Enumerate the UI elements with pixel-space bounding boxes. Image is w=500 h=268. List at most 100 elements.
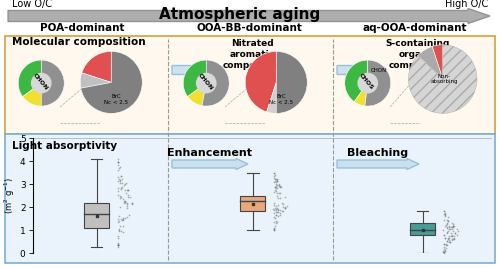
Point bbox=[440, 211, 448, 215]
Point bbox=[114, 189, 122, 193]
Point bbox=[272, 213, 280, 217]
Point bbox=[441, 236, 449, 241]
Point bbox=[440, 233, 448, 237]
Point bbox=[440, 245, 448, 250]
Point bbox=[450, 224, 458, 228]
Point bbox=[282, 195, 290, 200]
Wedge shape bbox=[41, 60, 64, 106]
Point bbox=[440, 209, 448, 213]
Point bbox=[123, 202, 131, 206]
Point bbox=[118, 181, 126, 185]
Point bbox=[270, 219, 278, 224]
Wedge shape bbox=[408, 45, 477, 113]
Point bbox=[274, 203, 282, 207]
Text: CHON: CHON bbox=[32, 73, 48, 91]
Wedge shape bbox=[246, 51, 276, 112]
Text: Low O/C: Low O/C bbox=[12, 0, 52, 9]
Point bbox=[270, 208, 278, 212]
Point bbox=[450, 231, 458, 235]
Point bbox=[442, 243, 450, 247]
Point bbox=[116, 228, 124, 233]
Point bbox=[128, 202, 136, 206]
Point bbox=[270, 207, 278, 211]
Point bbox=[278, 209, 286, 214]
Point bbox=[272, 179, 280, 183]
Point bbox=[272, 207, 280, 211]
Point bbox=[270, 226, 278, 230]
Text: OOA-BB-dominant: OOA-BB-dominant bbox=[196, 23, 302, 33]
Point bbox=[114, 186, 122, 190]
Point bbox=[272, 213, 280, 218]
Point bbox=[441, 236, 449, 240]
Text: Molecular composition: Molecular composition bbox=[12, 37, 145, 47]
Point bbox=[121, 200, 129, 204]
Point bbox=[270, 174, 278, 178]
Point bbox=[444, 224, 452, 228]
Point bbox=[450, 231, 458, 235]
Point bbox=[280, 206, 288, 210]
Point bbox=[446, 224, 454, 229]
Point bbox=[124, 187, 132, 192]
Point bbox=[270, 176, 278, 180]
Point bbox=[120, 218, 128, 222]
Point bbox=[272, 208, 280, 212]
Wedge shape bbox=[18, 60, 41, 96]
Point bbox=[272, 224, 280, 228]
Point bbox=[116, 187, 124, 191]
Wedge shape bbox=[432, 45, 443, 79]
Point bbox=[272, 189, 280, 193]
Point bbox=[454, 229, 462, 233]
Point bbox=[114, 168, 122, 172]
Circle shape bbox=[196, 73, 216, 93]
Bar bbox=[410, 223, 436, 235]
Point bbox=[273, 179, 281, 184]
Point bbox=[114, 234, 122, 238]
Text: Light absorptivity: Light absorptivity bbox=[12, 141, 117, 151]
Point bbox=[276, 196, 284, 201]
Point bbox=[270, 210, 278, 215]
FancyArrow shape bbox=[8, 9, 490, 24]
Point bbox=[114, 192, 122, 197]
Point bbox=[440, 249, 448, 254]
Point bbox=[281, 206, 289, 210]
Y-axis label: MAC$_{370nm}$
(m$^2$ g$^{-1}$): MAC$_{370nm}$ (m$^2$ g$^{-1}$) bbox=[0, 175, 17, 216]
Point bbox=[120, 216, 128, 221]
Wedge shape bbox=[202, 60, 229, 106]
Point bbox=[114, 214, 122, 218]
Text: BrC
Nc < 2.5: BrC Nc < 2.5 bbox=[269, 94, 293, 105]
Point bbox=[442, 213, 450, 217]
Point bbox=[116, 227, 124, 232]
Point bbox=[272, 178, 280, 182]
Point bbox=[440, 249, 448, 254]
Point bbox=[448, 233, 456, 238]
Point bbox=[270, 185, 278, 189]
Point bbox=[448, 238, 456, 242]
Point bbox=[440, 242, 448, 246]
Point bbox=[118, 186, 126, 190]
Point bbox=[282, 204, 290, 208]
Point bbox=[270, 227, 278, 231]
Point bbox=[114, 157, 122, 161]
Point bbox=[444, 229, 452, 233]
Point bbox=[270, 177, 278, 181]
Point bbox=[442, 242, 450, 246]
Point bbox=[445, 225, 453, 229]
Point bbox=[272, 183, 280, 188]
Point bbox=[444, 215, 452, 219]
Point bbox=[276, 184, 284, 189]
Text: Atmospheric aging: Atmospheric aging bbox=[160, 8, 320, 23]
Point bbox=[118, 229, 126, 233]
Point bbox=[120, 199, 128, 203]
Point bbox=[272, 179, 280, 183]
Point bbox=[114, 217, 122, 222]
Point bbox=[444, 219, 452, 223]
Point bbox=[276, 191, 284, 195]
Point bbox=[440, 228, 448, 232]
Point bbox=[446, 240, 454, 244]
Wedge shape bbox=[354, 83, 368, 106]
Point bbox=[446, 238, 454, 242]
Point bbox=[119, 224, 127, 228]
Point bbox=[440, 242, 448, 246]
Point bbox=[449, 224, 457, 228]
Point bbox=[440, 248, 448, 253]
